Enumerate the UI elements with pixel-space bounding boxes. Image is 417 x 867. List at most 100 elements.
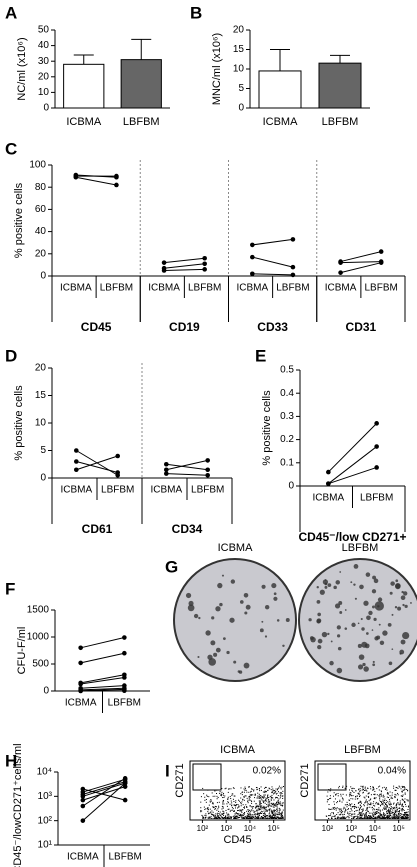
event	[269, 816, 271, 818]
event	[272, 813, 274, 815]
event	[263, 817, 265, 819]
gate-percent: 0.04%	[378, 766, 406, 777]
x-axis-label: CD45	[223, 834, 251, 846]
event	[343, 806, 345, 808]
event	[244, 796, 246, 798]
event	[239, 809, 241, 811]
event	[375, 801, 377, 803]
event	[213, 815, 215, 817]
event	[237, 799, 239, 801]
event	[383, 814, 385, 816]
event	[373, 801, 375, 803]
event	[226, 812, 228, 814]
pair-line	[76, 455, 118, 471]
event	[223, 799, 225, 801]
event	[332, 807, 334, 809]
colony	[264, 604, 270, 610]
event	[386, 817, 388, 819]
event	[399, 803, 401, 805]
event	[208, 796, 210, 798]
event	[405, 817, 407, 819]
event	[376, 788, 378, 790]
event	[386, 815, 388, 817]
event	[278, 791, 280, 793]
x-tick-label: LBFBM	[100, 283, 133, 294]
event	[218, 817, 220, 819]
event	[276, 816, 278, 818]
event	[396, 817, 398, 819]
x-tick-label: ICBMA	[67, 852, 99, 863]
point	[122, 780, 128, 786]
point	[374, 421, 379, 426]
event	[243, 788, 245, 790]
event	[246, 817, 248, 819]
event	[377, 817, 379, 819]
colony	[373, 578, 379, 584]
event	[395, 786, 397, 788]
event	[274, 790, 276, 792]
pair-line	[82, 788, 126, 801]
colony	[271, 582, 277, 589]
point	[338, 260, 343, 265]
event	[223, 811, 225, 813]
event	[232, 787, 234, 789]
event	[372, 815, 374, 817]
event	[274, 791, 276, 793]
colony	[378, 623, 381, 626]
event	[386, 816, 388, 818]
event	[395, 805, 397, 807]
x-tick-label: 10⁵	[268, 824, 280, 833]
event	[240, 803, 242, 805]
event	[397, 811, 399, 813]
event	[370, 794, 372, 796]
event	[270, 817, 272, 819]
event	[252, 806, 254, 808]
event	[278, 813, 280, 815]
event	[258, 813, 260, 815]
event	[223, 816, 225, 818]
event	[272, 813, 274, 815]
event	[398, 807, 400, 809]
event	[386, 789, 388, 791]
event	[204, 799, 206, 801]
event	[277, 800, 279, 802]
pair-line	[340, 251, 382, 263]
event	[219, 817, 221, 819]
event	[347, 808, 349, 810]
event	[336, 817, 338, 819]
event	[239, 810, 241, 812]
event	[268, 806, 270, 808]
event	[372, 787, 374, 789]
event	[257, 815, 259, 817]
event	[351, 813, 353, 815]
colony	[317, 644, 322, 650]
event	[390, 807, 392, 809]
event	[351, 788, 353, 790]
event	[399, 807, 401, 809]
event	[226, 814, 228, 816]
event	[217, 808, 219, 810]
event	[236, 815, 238, 817]
event	[252, 810, 254, 812]
event	[246, 791, 248, 793]
event	[251, 802, 253, 804]
event	[214, 815, 216, 817]
event	[273, 814, 275, 816]
event	[233, 801, 235, 803]
event	[268, 787, 270, 789]
event	[258, 817, 260, 819]
event	[350, 786, 352, 788]
event	[281, 811, 283, 813]
event	[397, 803, 399, 805]
event	[258, 793, 260, 795]
event	[263, 802, 265, 804]
event	[208, 817, 210, 819]
event	[272, 788, 274, 790]
event	[261, 799, 263, 801]
event	[378, 786, 380, 788]
pair-line	[164, 268, 205, 271]
event	[401, 810, 403, 812]
event	[234, 795, 236, 797]
event	[340, 808, 342, 810]
event	[218, 805, 220, 807]
